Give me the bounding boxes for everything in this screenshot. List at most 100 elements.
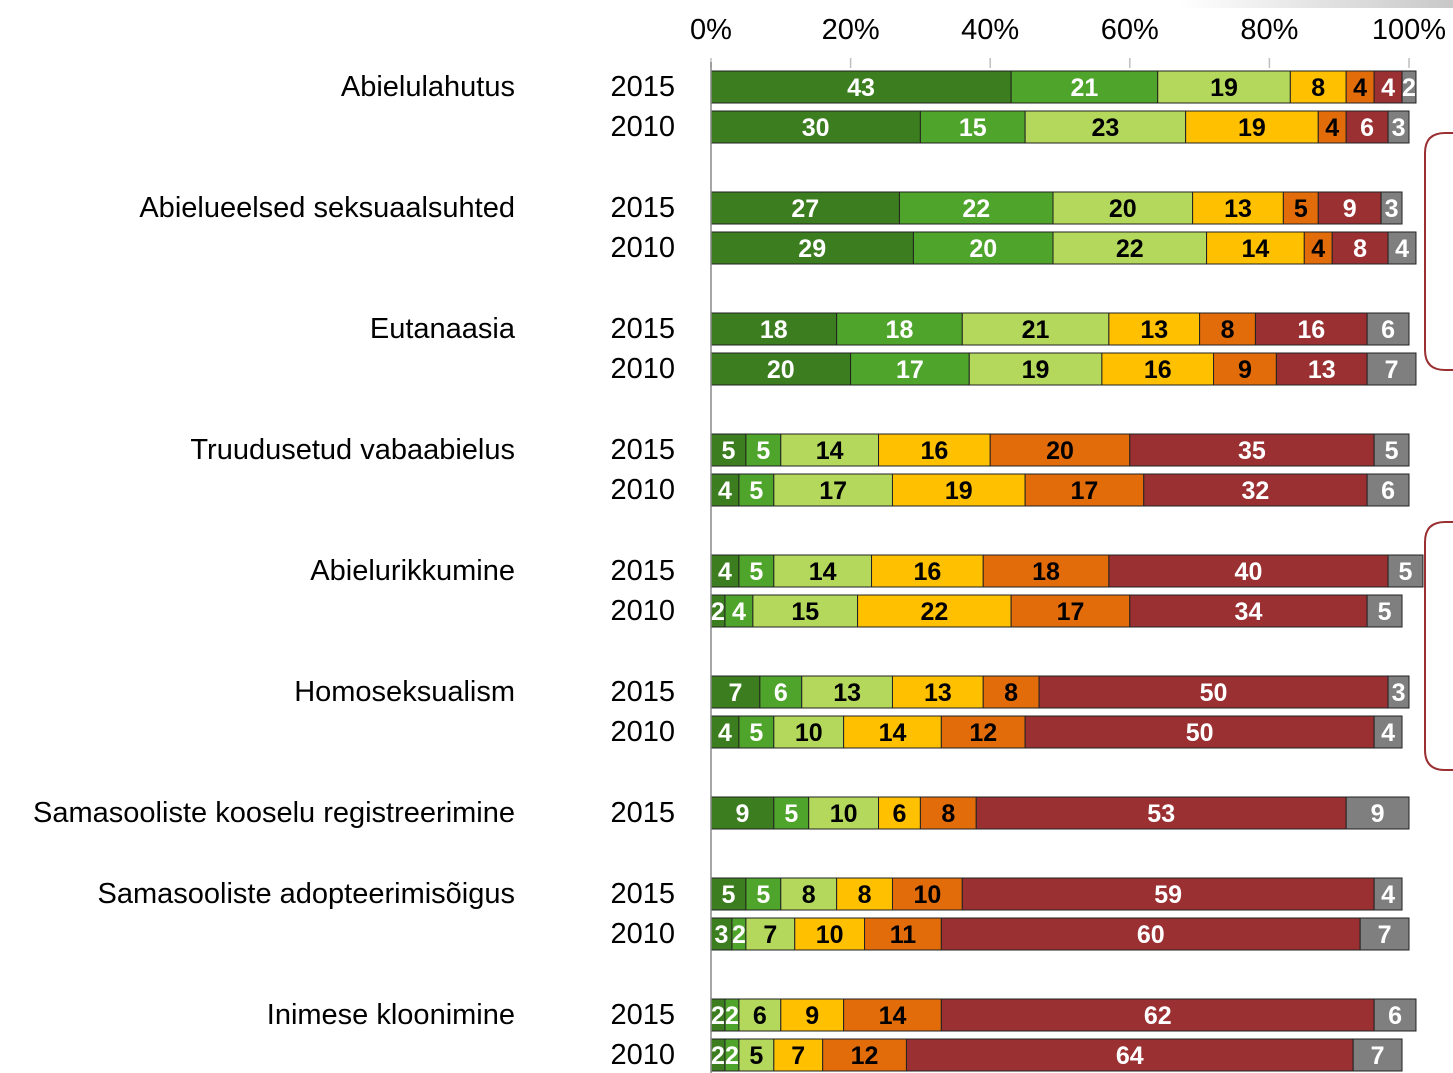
year-label: 2010 bbox=[610, 918, 675, 950]
value-label: 5 bbox=[721, 437, 735, 465]
bar-segment bbox=[1282, 191, 1319, 225]
bar-segment bbox=[745, 877, 782, 911]
value-label: 6 bbox=[893, 800, 907, 828]
value-label: 22 bbox=[1116, 235, 1144, 263]
value-label: 9 bbox=[1343, 195, 1357, 223]
category-label: Eutanaasia bbox=[370, 313, 516, 345]
value-label: 13 bbox=[1224, 195, 1252, 223]
value-label: 20 bbox=[969, 235, 997, 263]
bar-segment bbox=[1129, 433, 1375, 467]
year-label: 2015 bbox=[610, 434, 675, 466]
value-label: 13 bbox=[1308, 356, 1336, 384]
value-label: 5 bbox=[749, 719, 763, 747]
value-label: 8 bbox=[941, 800, 955, 828]
value-label: 16 bbox=[1144, 356, 1172, 384]
value-label: 2 bbox=[711, 1002, 725, 1030]
bar-segment bbox=[1052, 191, 1194, 225]
value-label: 6 bbox=[1388, 1002, 1402, 1030]
value-label: 20 bbox=[1046, 437, 1074, 465]
value-label: 18 bbox=[1032, 558, 1060, 586]
value-label: 8 bbox=[858, 881, 872, 909]
bar-segment bbox=[1024, 715, 1375, 749]
bar-segment bbox=[1352, 1038, 1403, 1072]
value-label: 10 bbox=[830, 800, 858, 828]
value-label: 23 bbox=[1091, 114, 1119, 142]
bar-segment bbox=[780, 433, 880, 467]
bar-segment bbox=[1024, 473, 1145, 507]
value-label: 9 bbox=[1238, 356, 1252, 384]
value-label: 50 bbox=[1200, 679, 1228, 707]
value-label: 4 bbox=[1325, 114, 1339, 142]
bar-segment bbox=[710, 231, 914, 265]
category-label: Abielurikkumine bbox=[310, 555, 515, 587]
year-label: 2015 bbox=[610, 71, 675, 103]
bar-segment bbox=[982, 675, 1040, 709]
value-label: 14 bbox=[879, 719, 907, 747]
bar-segment bbox=[773, 473, 893, 507]
bar-segment bbox=[961, 877, 1375, 911]
value-label: 6 bbox=[1360, 114, 1374, 142]
bar-segment bbox=[1373, 715, 1403, 749]
year-label: 2015 bbox=[610, 555, 675, 587]
value-label: 12 bbox=[851, 1042, 879, 1070]
value-label: 14 bbox=[809, 558, 837, 586]
bar-segment bbox=[1192, 191, 1284, 225]
bar-segment bbox=[905, 1038, 1354, 1072]
value-label: 2 bbox=[711, 1042, 725, 1070]
bar-segment bbox=[1366, 312, 1410, 346]
bar-segment bbox=[843, 998, 942, 1032]
value-label: 4 bbox=[732, 598, 746, 626]
callout-frame bbox=[1424, 521, 1453, 771]
bar-segment bbox=[1317, 191, 1382, 225]
x-tick-label: 20% bbox=[822, 14, 880, 46]
bar-segment bbox=[919, 110, 1026, 144]
value-label: 5 bbox=[756, 881, 770, 909]
bar-segment bbox=[773, 554, 873, 588]
value-label: 50 bbox=[1186, 719, 1214, 747]
value-label: 13 bbox=[1140, 316, 1168, 344]
bar-segment bbox=[773, 715, 845, 749]
bar-segment bbox=[1387, 675, 1410, 709]
value-label: 19 bbox=[1210, 74, 1238, 102]
year-label: 2015 bbox=[610, 878, 675, 910]
category-label: Inimese kloonimine bbox=[267, 999, 515, 1031]
value-label: 4 bbox=[718, 558, 732, 586]
bar-segment bbox=[891, 473, 1026, 507]
bar-segment bbox=[710, 191, 900, 225]
bar-segment bbox=[1387, 231, 1417, 265]
category-label: Samasooliste kooselu registreerimine bbox=[33, 797, 515, 829]
value-label: 7 bbox=[1371, 1042, 1385, 1070]
callout-frame bbox=[1424, 132, 1453, 371]
value-label: 5 bbox=[756, 437, 770, 465]
value-label: 8 bbox=[1221, 316, 1235, 344]
bar-segment bbox=[1401, 70, 1417, 104]
value-label: 6 bbox=[753, 1002, 767, 1030]
value-label: 5 bbox=[1378, 598, 1392, 626]
value-label: 6 bbox=[1381, 477, 1395, 505]
year-label: 2010 bbox=[610, 595, 675, 627]
bar-segment bbox=[1213, 352, 1277, 386]
bar-segment bbox=[738, 998, 782, 1032]
value-label: 17 bbox=[896, 356, 924, 384]
value-label: 32 bbox=[1242, 477, 1270, 505]
category-label: Homoseksualism bbox=[294, 676, 515, 708]
value-label: 5 bbox=[1385, 437, 1399, 465]
bar-segment bbox=[710, 70, 1012, 104]
value-label: 10 bbox=[795, 719, 823, 747]
bar-segment bbox=[836, 312, 963, 346]
value-label: 4 bbox=[1381, 719, 1395, 747]
value-label: 9 bbox=[805, 1002, 819, 1030]
value-label: 8 bbox=[1004, 679, 1018, 707]
value-label: 27 bbox=[791, 195, 819, 223]
bar-segment bbox=[898, 191, 1054, 225]
value-label: 16 bbox=[920, 437, 948, 465]
bar-segment bbox=[1366, 352, 1417, 386]
bar-segment bbox=[1129, 594, 1368, 628]
value-label: 22 bbox=[962, 195, 990, 223]
bar-segment bbox=[1387, 554, 1424, 588]
bar-segment bbox=[871, 554, 984, 588]
bar-segment bbox=[1366, 473, 1410, 507]
bar-segment bbox=[801, 675, 893, 709]
bar-segment bbox=[710, 877, 747, 911]
